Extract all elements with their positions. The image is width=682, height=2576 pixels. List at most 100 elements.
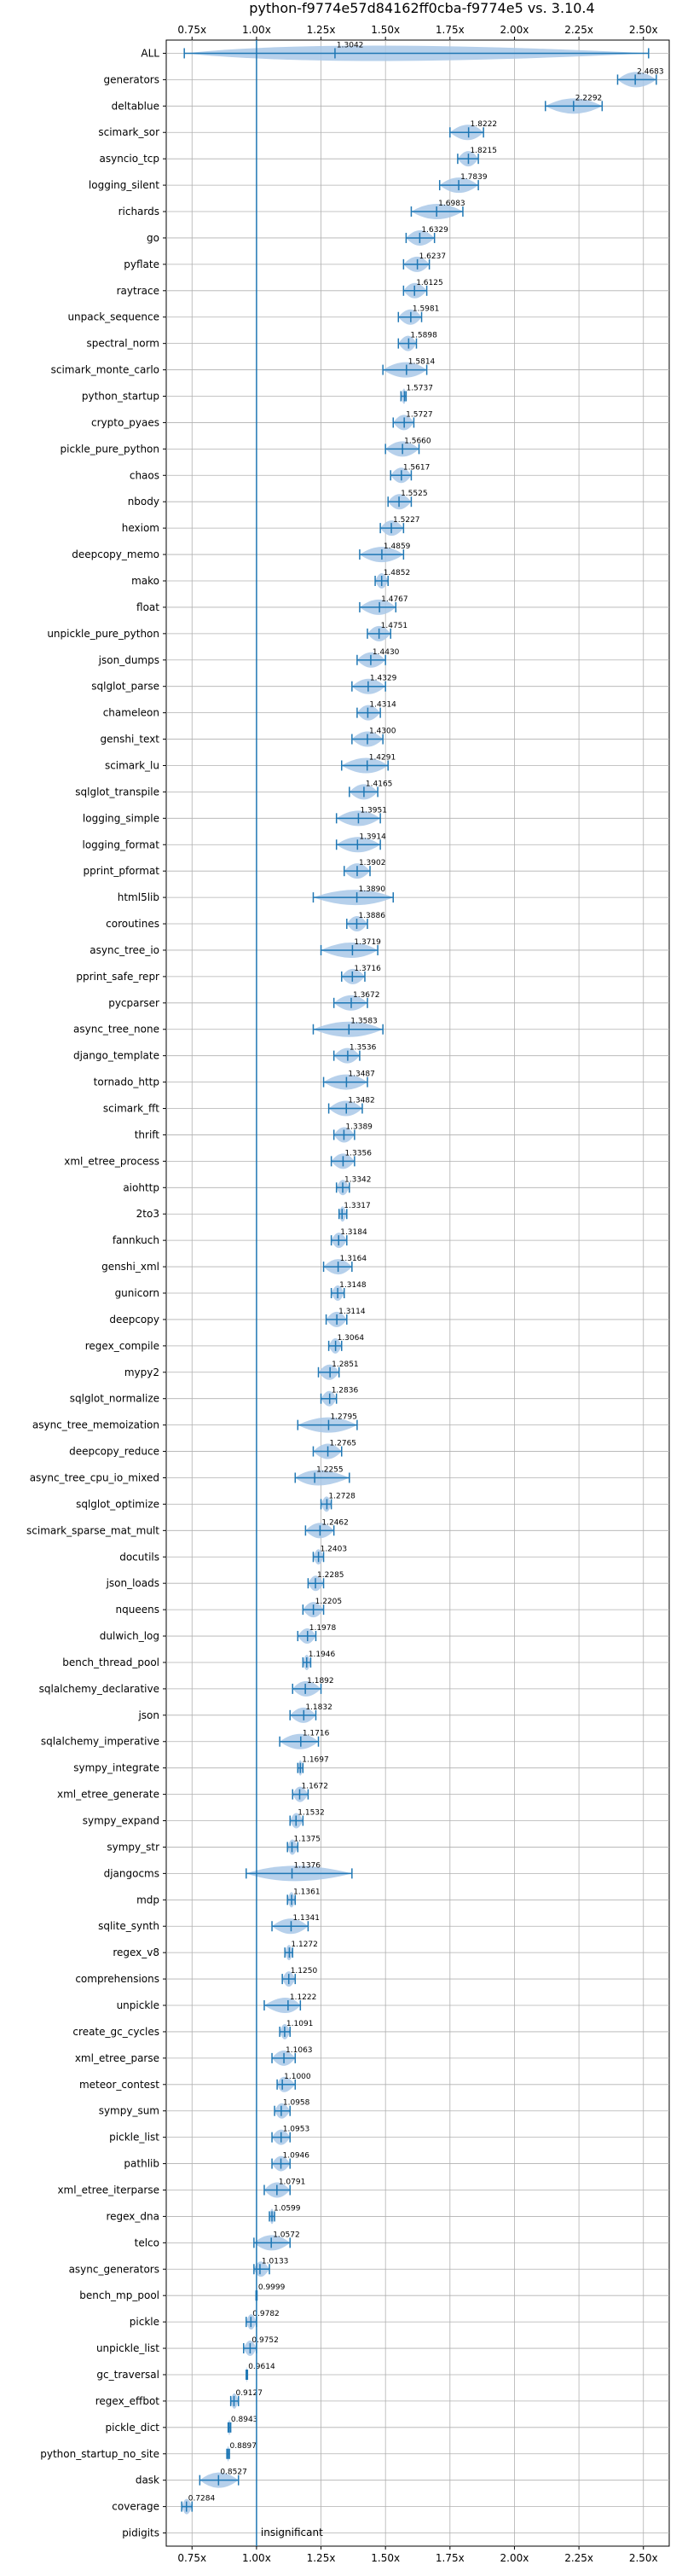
value-label: 1.6125 xyxy=(416,279,443,287)
benchmark-label: pyflate xyxy=(124,258,159,270)
insignificant-note: insignificant xyxy=(261,2527,323,2538)
value-label: 1.4329 xyxy=(370,675,397,683)
value-label: 1.3184 xyxy=(340,1228,367,1237)
benchmark-violin: 1.1832 xyxy=(289,1703,332,1723)
benchmark-label: sqlite_synth xyxy=(98,1920,159,1932)
benchmark-label: float xyxy=(136,601,159,613)
value-label: 1.1532 xyxy=(298,1809,325,1818)
value-label: 2.2292 xyxy=(575,94,603,102)
benchmark-label: logging_simple xyxy=(83,812,159,824)
value-label: 1.3890 xyxy=(359,885,386,894)
value-label: 1.1978 xyxy=(309,1624,337,1633)
benchmark-label: unpickle xyxy=(117,1999,159,2011)
value-label: 1.5737 xyxy=(406,385,433,393)
value-label: 1.3389 xyxy=(345,1123,373,1131)
benchmark-violin: 0.9614 xyxy=(246,2363,275,2382)
value-label: 1.2285 xyxy=(317,1571,344,1580)
benchmark-violin: 1.1272 xyxy=(284,1941,318,1961)
value-label: 1.0133 xyxy=(262,2257,289,2266)
value-label: 1.3902 xyxy=(359,859,386,867)
value-label: 1.3583 xyxy=(350,1018,378,1026)
benchmark-violin: 1.4300 xyxy=(351,728,396,747)
value-label: 1.4291 xyxy=(369,753,396,762)
benchmark-label: sqlglot_parse xyxy=(91,681,159,693)
value-label: 1.8222 xyxy=(471,120,498,129)
value-label: 1.1376 xyxy=(294,1861,321,1870)
benchmark-label: logging_format xyxy=(82,838,159,850)
benchmark-violin: 1.4329 xyxy=(351,675,397,694)
x-tick-label-bottom: 1.75x xyxy=(436,2552,465,2564)
benchmark-label: crypto_pyaes xyxy=(91,416,159,428)
benchmark-label: deltablue xyxy=(112,100,159,112)
benchmark-label: unpickle_list xyxy=(96,2342,159,2354)
value-label: 1.3719 xyxy=(354,938,381,947)
benchmark-label: async_tree_io xyxy=(90,944,159,956)
x-tick-label-top: 2.25x xyxy=(564,24,593,36)
benchmark-label: regex_dna xyxy=(106,2210,159,2222)
value-label: 1.4859 xyxy=(384,542,411,551)
benchmark-violin: 1.0599 xyxy=(269,2204,301,2225)
value-label: 1.2795 xyxy=(330,1413,357,1422)
benchmark-violin: 1.6125 xyxy=(402,279,443,299)
benchmark-label: gunicorn xyxy=(115,1287,159,1299)
benchmark-label: regex_compile xyxy=(85,1340,159,1352)
benchmark-label: scimark_lu xyxy=(105,759,159,771)
value-label: 1.4751 xyxy=(381,622,408,630)
benchmark-violin: 1.1361 xyxy=(286,1888,321,1908)
benchmark-violin: 1.1375 xyxy=(286,1835,321,1855)
benchmark-violin: 1.6329 xyxy=(405,226,448,246)
benchmark-label: ALL xyxy=(141,47,159,59)
benchmark-violin: 1.3389 xyxy=(332,1123,373,1143)
benchmark-label: bench_thread_pool xyxy=(62,1656,159,1668)
value-label: 1.7839 xyxy=(460,173,488,182)
value-label: 0.7284 xyxy=(188,2495,216,2503)
value-label: 1.5525 xyxy=(401,490,428,498)
benchmark-label: unpack_sequence xyxy=(67,311,159,323)
benchmark-label: unpickle_pure_python xyxy=(47,628,159,640)
benchmark-violin: 1.1672 xyxy=(292,1783,328,1802)
benchmark-violin: 1.5981 xyxy=(397,305,439,325)
benchmark-violin: 1.3487 xyxy=(322,1070,375,1090)
benchmark-label: sympy_str xyxy=(107,1841,159,1853)
value-label: 1.2728 xyxy=(328,1492,355,1500)
benchmark-violin: 1.3951 xyxy=(335,806,387,827)
value-label: 1.1361 xyxy=(293,1888,321,1896)
benchmark-violin: 1.4767 xyxy=(359,595,408,615)
benchmark-violin: 0.8897 xyxy=(226,2442,257,2462)
benchmark-violin: 1.4165 xyxy=(349,780,392,800)
benchmark-label: xml_etree_parse xyxy=(75,2052,159,2064)
value-label: 1.3487 xyxy=(348,1070,375,1079)
benchmark-violin: 0.9127 xyxy=(229,2389,263,2409)
benchmark-violin: 1.5898 xyxy=(397,332,437,351)
benchmark-violin: 1.1892 xyxy=(292,1677,334,1697)
value-label: 1.1000 xyxy=(284,2073,311,2081)
benchmark-violin: 1.2403 xyxy=(312,1545,347,1565)
benchmark-violin: 1.5814 xyxy=(382,358,436,378)
benchmark-violin: 1.0133 xyxy=(253,2257,289,2277)
benchmark-violin: 0.7284 xyxy=(181,2495,216,2515)
benchmark-label: mdp xyxy=(136,1894,159,1906)
benchmark-violin: 1.0791 xyxy=(263,2178,305,2198)
benchmark-label: coroutines xyxy=(106,918,159,930)
benchmark-label: hexiom xyxy=(122,522,159,534)
value-label: 1.6237 xyxy=(419,252,447,261)
value-label: 1.1091 xyxy=(286,2020,314,2028)
benchmark-violin: 1.5617 xyxy=(390,463,430,484)
x-tick-label-bottom: 1.25x xyxy=(307,2552,336,2564)
value-label: 0.8897 xyxy=(230,2442,257,2451)
benchmark-label: 2to3 xyxy=(136,1208,159,1220)
x-tick-label-bottom: 2.25x xyxy=(564,2552,593,2564)
benchmark-violin: 0.9752 xyxy=(243,2336,279,2357)
benchmark-label: sympy_expand xyxy=(83,1815,159,1827)
benchmark-label: pprint_pformat xyxy=(84,865,160,877)
benchmark-violin: 1.1222 xyxy=(263,1993,316,2014)
value-label: 1.3356 xyxy=(344,1149,372,1157)
benchmark-violin: 1.1091 xyxy=(279,2020,314,2039)
benchmark-label: xml_etree_process xyxy=(64,1155,159,1167)
value-label: 1.3148 xyxy=(339,1281,367,1290)
benchmark-label: deepcopy_reduce xyxy=(69,1446,159,1458)
benchmark-label: gc_traversal xyxy=(96,2369,159,2381)
benchmark-label: sqlglot_transpile xyxy=(75,786,159,798)
benchmark-violin: 0.9782 xyxy=(246,2310,280,2330)
benchmark-label: pprint_safe_repr xyxy=(76,971,159,983)
